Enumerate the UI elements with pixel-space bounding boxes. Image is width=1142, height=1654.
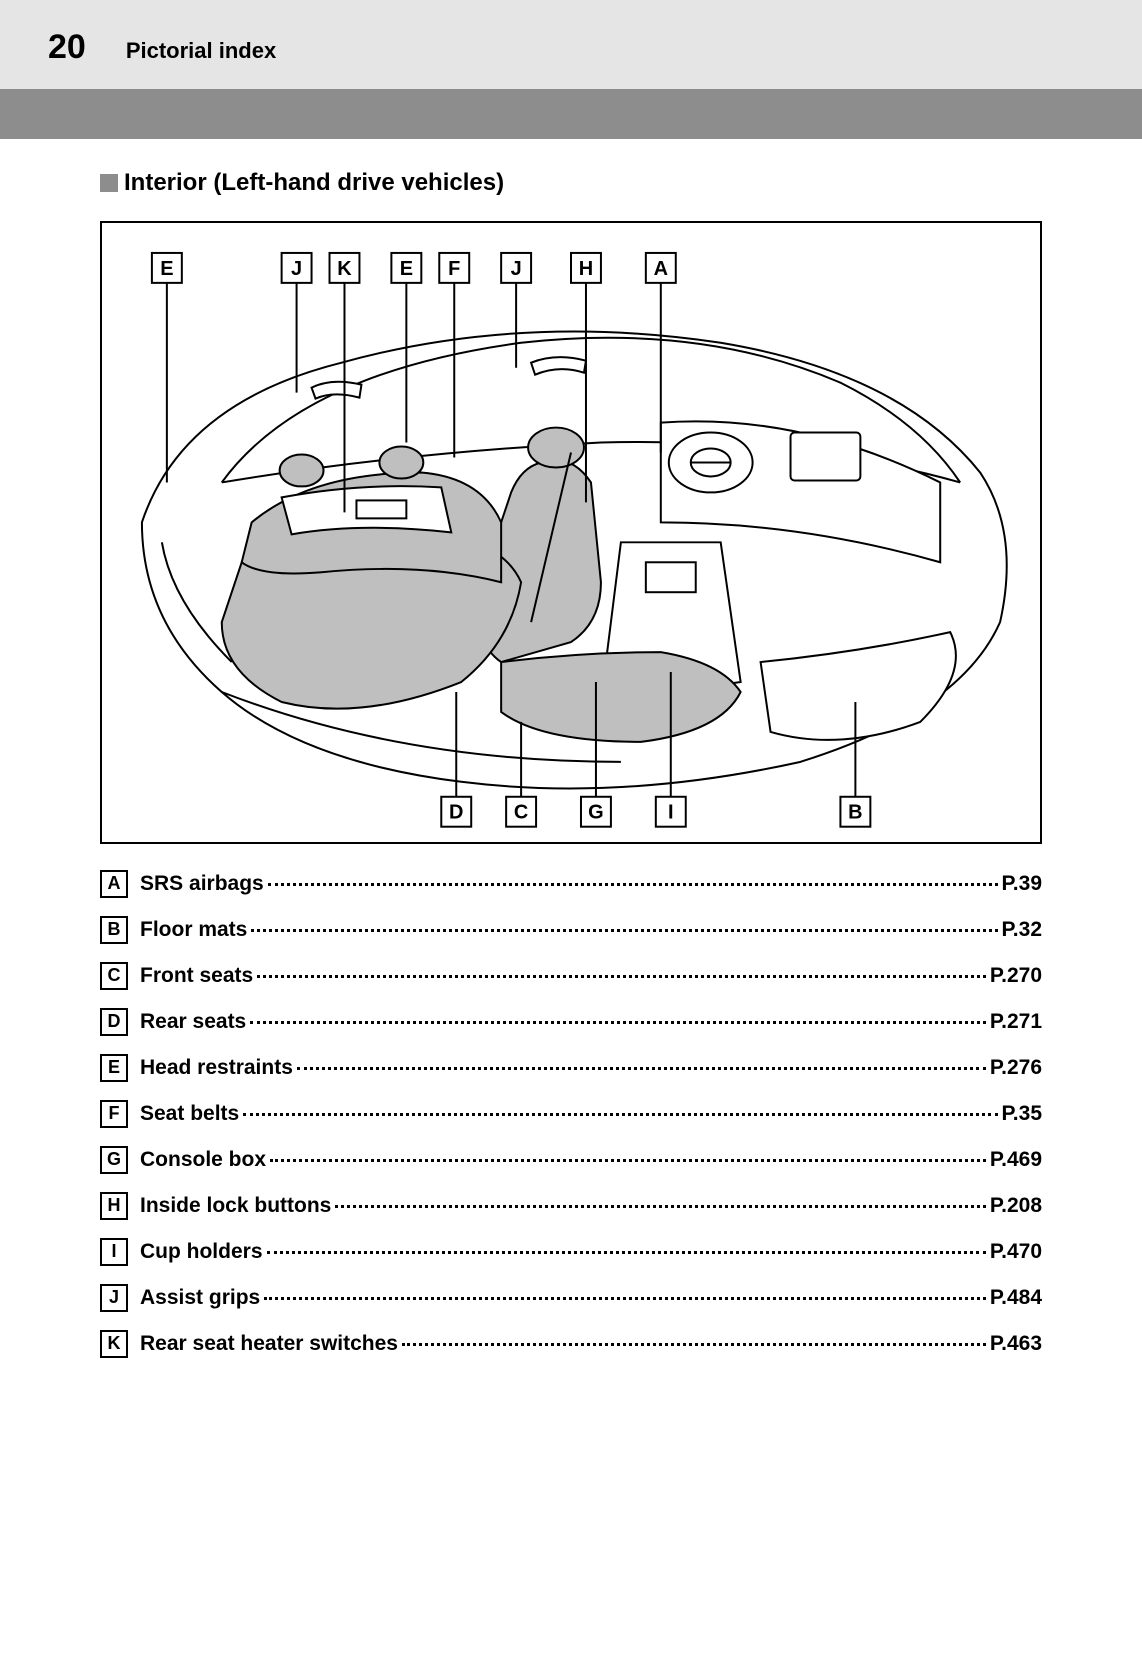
index-label: Floor mats — [140, 918, 247, 942]
index-row: C Front seats P.270 — [100, 962, 1042, 990]
index-row: K Rear seat heater switches P.463 — [100, 1330, 1042, 1358]
leader-dots — [402, 1343, 986, 1346]
section-name: Pictorial index — [126, 38, 276, 64]
index-entry: Seat belts P.35 — [140, 1102, 1042, 1126]
index-page: P.469 — [990, 1148, 1042, 1172]
index-entry: Console box P.469 — [140, 1148, 1042, 1172]
leader-dots — [335, 1205, 985, 1208]
index-list: A SRS airbags P.39 B Floor mats P.32 C Front se… — [100, 870, 1042, 1358]
interior-illustration: E J K E F J H A D C G I B — [102, 223, 1040, 842]
index-entry: Cup holders P.470 — [140, 1240, 1042, 1264]
callout-letter: G — [588, 802, 604, 824]
index-row: I Cup holders P.470 — [100, 1238, 1042, 1266]
index-row: D Rear seats P.271 — [100, 1008, 1042, 1036]
section-title-row: Interior (Left-hand drive vehicles) — [100, 169, 1042, 197]
index-row: H Inside lock buttons P.208 — [100, 1192, 1042, 1220]
leader-dots — [251, 929, 997, 932]
callout-letter: B — [848, 802, 862, 824]
index-page: P.35 — [1002, 1102, 1043, 1126]
leader-dots — [267, 1251, 986, 1254]
header-band — [0, 89, 1142, 139]
index-label: Front seats — [140, 964, 253, 988]
index-page: P.39 — [1002, 872, 1043, 896]
title-bullet-icon — [100, 174, 118, 192]
index-letter-box: J — [100, 1284, 128, 1312]
index-page: P.271 — [990, 1010, 1042, 1034]
index-page: P.463 — [990, 1332, 1042, 1356]
index-row: B Floor mats P.32 — [100, 916, 1042, 944]
leader-dots — [270, 1159, 986, 1162]
index-row: E Head restraints P.276 — [100, 1054, 1042, 1082]
callout-letter: K — [337, 258, 352, 280]
callout-letter: E — [160, 258, 173, 280]
leader-dots — [250, 1021, 986, 1024]
index-letter-box: H — [100, 1192, 128, 1220]
index-label: Inside lock buttons — [140, 1194, 331, 1218]
index-page: P.276 — [990, 1056, 1042, 1080]
callout-letter: I — [668, 802, 674, 824]
index-label: SRS airbags — [140, 872, 264, 896]
callout-letter: H — [579, 258, 593, 280]
index-row: F Seat belts P.35 — [100, 1100, 1042, 1128]
index-page: P.270 — [990, 964, 1042, 988]
index-letter-box: K — [100, 1330, 128, 1358]
index-entry: Head restraints P.276 — [140, 1056, 1042, 1080]
index-letter-box: F — [100, 1100, 128, 1128]
index-letter-box: G — [100, 1146, 128, 1174]
index-entry: Floor mats P.32 — [140, 918, 1042, 942]
index-letter-box: C — [100, 962, 128, 990]
callout-E: E — [152, 253, 182, 483]
index-entry: Rear seats P.271 — [140, 1010, 1042, 1034]
callout-letter: D — [449, 802, 463, 824]
index-page: P.208 — [990, 1194, 1042, 1218]
index-letter-box: A — [100, 870, 128, 898]
leader-dots — [264, 1297, 986, 1300]
page-header: 20 Pictorial index — [0, 0, 1142, 89]
index-label: Rear seats — [140, 1010, 246, 1034]
index-row: J Assist grips P.484 — [100, 1284, 1042, 1312]
index-page: P.470 — [990, 1240, 1042, 1264]
index-row: G Console box P.469 — [100, 1146, 1042, 1174]
index-letter-box: B — [100, 916, 128, 944]
callout-letter: A — [654, 258, 668, 280]
index-letter-box: E — [100, 1054, 128, 1082]
index-label: Head restraints — [140, 1056, 293, 1080]
leader-dots — [297, 1067, 986, 1070]
leader-dots — [268, 883, 998, 886]
content-area: Interior (Left-hand drive vehicles) — [0, 139, 1142, 1418]
callout-letter: J — [291, 258, 302, 280]
callout-letter: F — [448, 258, 460, 280]
index-entry: Front seats P.270 — [140, 964, 1042, 988]
section-title: Interior (Left-hand drive vehicles) — [124, 169, 504, 197]
index-label: Cup holders — [140, 1240, 263, 1264]
leader-dots — [257, 975, 986, 978]
callout-letter: E — [400, 258, 413, 280]
callout-letter: J — [511, 258, 522, 280]
index-entry: Inside lock buttons P.208 — [140, 1194, 1042, 1218]
index-letter-box: I — [100, 1238, 128, 1266]
index-entry: Rear seat heater switches P.463 — [140, 1332, 1042, 1356]
index-label: Console box — [140, 1148, 266, 1172]
leader-dots — [243, 1113, 997, 1116]
index-label: Rear seat heater switches — [140, 1332, 398, 1356]
index-label: Assist grips — [140, 1286, 260, 1310]
index-letter-box: D — [100, 1008, 128, 1036]
index-entry: SRS airbags P.39 — [140, 872, 1042, 896]
index-page: P.32 — [1002, 918, 1043, 942]
index-row: A SRS airbags P.39 — [100, 870, 1042, 898]
interior-diagram: E J K E F J H A D C G I B — [100, 221, 1042, 844]
index-entry: Assist grips P.484 — [140, 1286, 1042, 1310]
index-page: P.484 — [990, 1286, 1042, 1310]
page-number: 20 — [48, 28, 86, 67]
callout-letter: C — [514, 802, 528, 824]
index-label: Seat belts — [140, 1102, 239, 1126]
